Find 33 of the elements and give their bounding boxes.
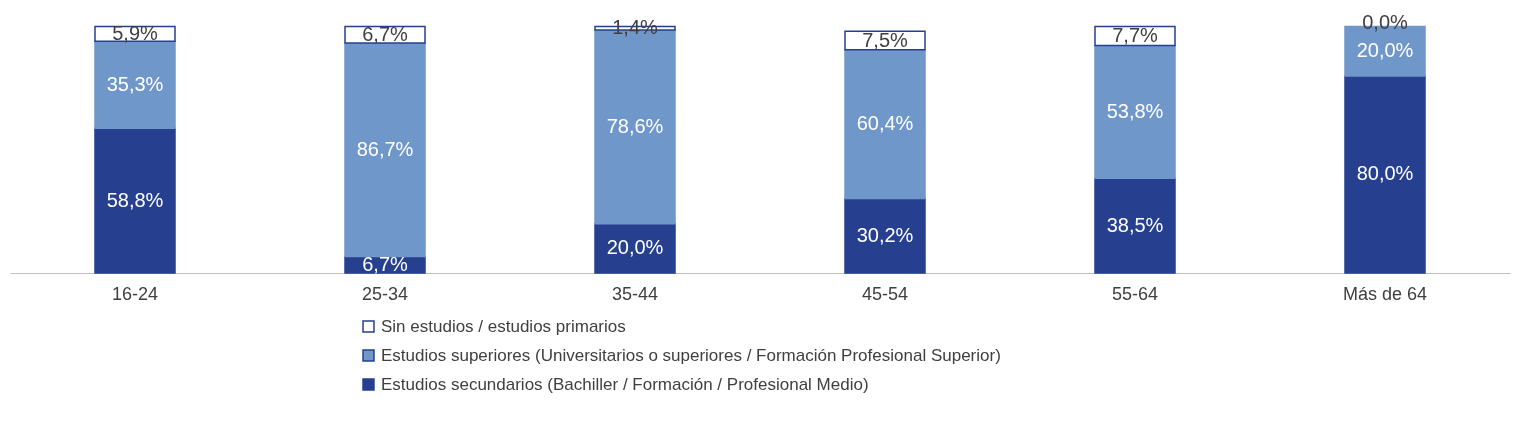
- bar: [1344, 75, 1426, 274]
- bar: [1094, 44, 1176, 179]
- data-label: 7,7%: [1112, 24, 1159, 47]
- x-tick-label: 16-24: [111, 283, 159, 304]
- x-tick-label: Más de 64: [1342, 283, 1428, 304]
- bar: [844, 49, 926, 200]
- data-label: 5,9%: [112, 21, 159, 44]
- x-tick-label: 25-34: [361, 283, 409, 304]
- data-label: 86,7%: [356, 137, 414, 160]
- data-label: 6,7%: [362, 22, 409, 45]
- data-label: 78,6%: [606, 114, 664, 137]
- bar: [844, 197, 926, 274]
- data-label: 53,8%: [1106, 99, 1164, 122]
- bar: [344, 42, 426, 258]
- data-label: 20,0%: [1356, 39, 1414, 62]
- data-label: 7,5%: [862, 28, 909, 51]
- legend-label: Estudios superiores (Universitarios o superiores / Formación Profesional Superior): [381, 345, 1001, 365]
- x-tick-label: 45-54: [861, 283, 909, 304]
- bar: [1094, 177, 1176, 274]
- x-tick-label: 55-64: [1111, 283, 1159, 304]
- legend-label: Estudios secundarios (Bachiller / Formación / Profesional Medio): [381, 374, 869, 394]
- x-tick-label: 35-44: [611, 283, 659, 304]
- data-label: 38,5%: [1106, 213, 1164, 236]
- legend-label: Sin estudios / estudios primarios: [381, 316, 626, 336]
- data-label: 1,4%: [612, 16, 659, 39]
- data-label: 60,4%: [856, 112, 914, 135]
- data-label: 80,0%: [1356, 162, 1414, 185]
- bar: [94, 127, 176, 274]
- data-label: 20,0%: [606, 236, 664, 259]
- data-label: 58,8%: [106, 188, 164, 211]
- data-label: 6,7%: [362, 252, 409, 275]
- data-label: 30,2%: [856, 223, 914, 246]
- data-label: 35,3%: [106, 72, 164, 95]
